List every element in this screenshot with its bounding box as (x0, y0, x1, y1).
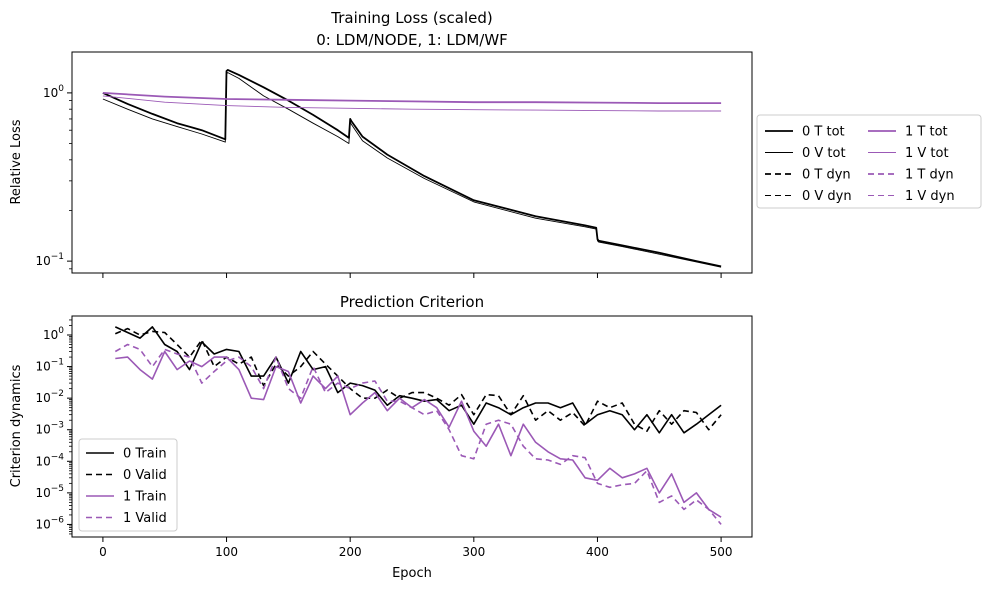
bottom-legend-frame (78, 438, 178, 532)
bottom-legend-label-1-valid: 1 Valid (123, 511, 167, 526)
top-legend-frame (756, 114, 982, 209)
bottom-legend-label-0-valid: 0 Valid (123, 468, 167, 483)
bottom-x-tick-label: 0 (99, 545, 107, 559)
top-legend-label-1-t-tot: 1 T tot (905, 125, 948, 140)
top-legend-label-0-v-tot: 0 V tot (802, 146, 846, 161)
top-ylabel: Relative Loss (9, 119, 24, 204)
bottom-series-line-0-train (114, 326, 722, 434)
bottom-x-tick-label: 100 (215, 545, 238, 559)
top-legend: 0 T tot 0 V tot 0 T dyn 0 V dyn 1 T tot 1 V t… (756, 114, 982, 209)
top-title: Training Loss (scaled) (330, 9, 493, 27)
top-series-line-1-v-tot (102, 95, 722, 112)
bottom-plot: Prediction Criterion Criterion dynamics … (9, 293, 753, 581)
bottom-ylabel: Criterion dynamics (9, 364, 24, 487)
bottom-x-ticks: 0 100 200 300 400 500 (99, 537, 733, 559)
bottom-legend: 0 Train 0 Valid 1 Train 1 Valid (78, 438, 178, 532)
top-legend-label-0-t-tot: 0 T tot (802, 125, 845, 140)
top-plot: Training Loss (scaled) 0: LDM/NODE, 1: L… (9, 9, 753, 278)
top-legend-label-0-t-dyn: 0 T dyn (802, 168, 851, 183)
bottom-x-tick-label: 400 (586, 545, 609, 559)
top-series-group (102, 69, 722, 268)
top-legend-label-1-v-tot: 1 V tot (905, 146, 949, 161)
bottom-legend-label-1-train: 1 Train (123, 490, 167, 505)
top-axes-frame (71, 51, 753, 274)
top-x-ticks (102, 273, 722, 278)
top-legend-label-1-t-dyn: 1 T dyn (905, 168, 954, 183)
bottom-xlabel: Epoch (392, 566, 432, 581)
bottom-series-line-1-train (115, 350, 722, 518)
top-series-line-1-t-tot (102, 92, 722, 104)
top-subtitle: 0: LDM/NODE, 1: LDM/WF (316, 31, 508, 49)
bottom-x-tick-label: 300 (462, 545, 485, 559)
top-series-line-0-t-tot (102, 69, 722, 268)
bottom-series-line-1-valid (114, 343, 722, 525)
bottom-legend-label-0-train: 0 Train (123, 447, 167, 462)
bottom-axes-frame (71, 315, 753, 538)
top-legend-label-1-v-dyn: 1 V dyn (905, 189, 955, 204)
top-series-line-0-v-tot (102, 72, 722, 268)
bottom-series-line-0-valid (114, 327, 722, 432)
bottom-x-tick-label: 500 (710, 545, 733, 559)
bottom-x-tick-label: 200 (339, 545, 362, 559)
top-legend-label-0-v-dyn: 0 V dyn (802, 189, 852, 204)
bottom-title: Prediction Criterion (340, 293, 484, 311)
bottom-series-group (114, 326, 722, 525)
